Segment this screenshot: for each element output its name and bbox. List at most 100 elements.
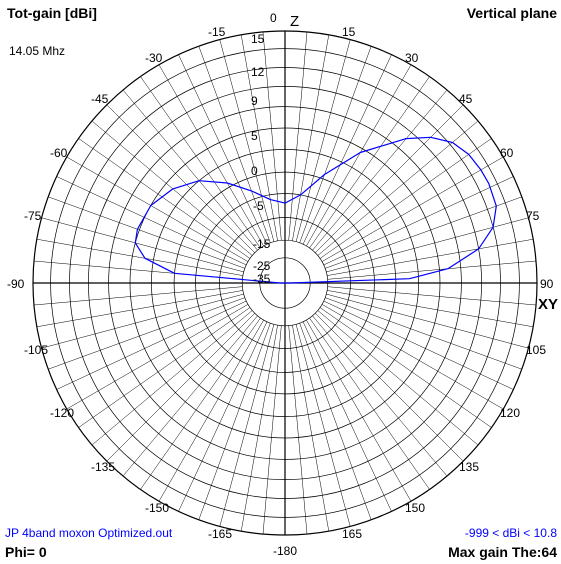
radiation-pattern [134, 136, 497, 284]
max-gain-label: Max gain The:64 [448, 544, 557, 560]
angle-label: -180 [273, 544, 298, 558]
grid-spoke [219, 39, 275, 242]
grid-spoke [240, 325, 278, 532]
grid-spoke [140, 317, 261, 490]
grid-spoke [323, 176, 514, 266]
grid-spoke [178, 54, 268, 245]
grid-spoke [198, 46, 271, 243]
angle-label: -90 [7, 277, 25, 291]
grid-spoke [262, 325, 282, 535]
angle-label: 30 [405, 51, 419, 65]
grid-spoke [41, 217, 244, 273]
gain-label: -35 [253, 272, 271, 286]
grid-spoke [326, 217, 529, 273]
grid-spoke [327, 290, 534, 328]
gain-label: 9 [251, 94, 258, 108]
grid-spoke [219, 324, 275, 527]
grid-spoke [262, 31, 282, 241]
grid-spoke [122, 89, 258, 251]
angle-label: -165 [208, 527, 233, 541]
angle-label: 45 [459, 92, 473, 106]
grid-spoke [56, 300, 247, 390]
grid-spoke [78, 138, 251, 259]
angle-label: 135 [459, 460, 480, 474]
grid-spoke [323, 300, 514, 390]
gain-label: -25 [253, 259, 271, 273]
grid-spoke [306, 319, 412, 502]
grid-spoke [41, 293, 244, 349]
grid-spoke [122, 315, 258, 477]
grid-spoke [91, 120, 253, 256]
frequency-label: 14.05 Mhz [9, 44, 66, 58]
angle-label: -45 [91, 92, 109, 106]
angle-label: 60 [500, 146, 514, 160]
grid-spoke [302, 54, 392, 245]
grid-spoke [306, 64, 412, 247]
angle-label: -105 [24, 343, 49, 357]
grid-spoke [66, 304, 249, 410]
grid-spoke [33, 286, 243, 306]
angle-label: 75 [526, 209, 540, 223]
grid-spoke [91, 310, 253, 446]
grid-spoke [309, 76, 430, 249]
z-axis-label: Z [290, 13, 300, 30]
grid-spoke [309, 317, 430, 490]
grid-spoke [327, 286, 537, 306]
grid-spoke [295, 324, 351, 527]
angle-label: -150 [145, 501, 170, 515]
gain-label: 5 [251, 129, 258, 143]
angle-label: -135 [91, 460, 116, 474]
gain-label: 12 [251, 65, 265, 79]
grid-spoke [312, 315, 448, 477]
grid-spoke [48, 297, 245, 370]
gain-label: -15 [253, 237, 271, 251]
angle-label: 165 [342, 527, 363, 541]
grid-spoke [326, 293, 529, 349]
gain-label: -5 [253, 199, 264, 213]
angle-label: -75 [24, 209, 42, 223]
grid-spoke [106, 104, 255, 253]
angle-label: 90 [540, 277, 554, 291]
phi-label: Phi= 0 [5, 544, 47, 560]
grid-spoke [319, 307, 492, 428]
chart-title: Tot-gain [dBi] [7, 5, 97, 21]
file-name: JP 4band moxon Optimized.out [5, 526, 173, 540]
angle-label: 15 [342, 25, 356, 39]
angle-label: 105 [526, 343, 547, 357]
grid-spoke [36, 238, 243, 276]
angle-label: -15 [208, 25, 226, 39]
angle-label: -60 [50, 146, 68, 160]
grid-spoke [315, 313, 464, 462]
grid-spoke [140, 76, 261, 249]
grid-spoke [321, 304, 504, 410]
grid-spoke [158, 319, 264, 502]
grid-spoke [327, 238, 534, 276]
grid-spoke [288, 325, 308, 535]
gain-range: -999 < dBi < 10.8 [464, 526, 557, 540]
grid-spoke [327, 260, 537, 280]
grid-spoke [295, 39, 351, 242]
angle-label: -120 [50, 406, 75, 420]
grid-spoke [325, 196, 522, 269]
plane-label: Vertical plane [466, 5, 557, 21]
grid-spoke [66, 156, 249, 262]
grid-spoke [315, 104, 464, 253]
grid-spoke [240, 34, 278, 241]
gain-label: 0 [251, 164, 258, 178]
grid-spoke [48, 196, 245, 269]
grid-spoke [317, 120, 479, 256]
grid-spoke [158, 64, 264, 247]
grid-spoke [178, 321, 268, 512]
angle-label: 150 [405, 501, 426, 515]
angle-label: -30 [145, 51, 163, 65]
grid-spoke [312, 89, 448, 251]
grid-spoke [302, 321, 392, 512]
grid-spoke [78, 307, 251, 428]
grid-spoke [288, 31, 308, 241]
grid-spoke [299, 46, 372, 243]
angle-label: 120 [500, 406, 521, 420]
grid-spoke [319, 138, 492, 259]
grid-spoke [317, 310, 479, 446]
angle-label: 0 [270, 11, 277, 25]
grid-spoke [36, 290, 243, 328]
